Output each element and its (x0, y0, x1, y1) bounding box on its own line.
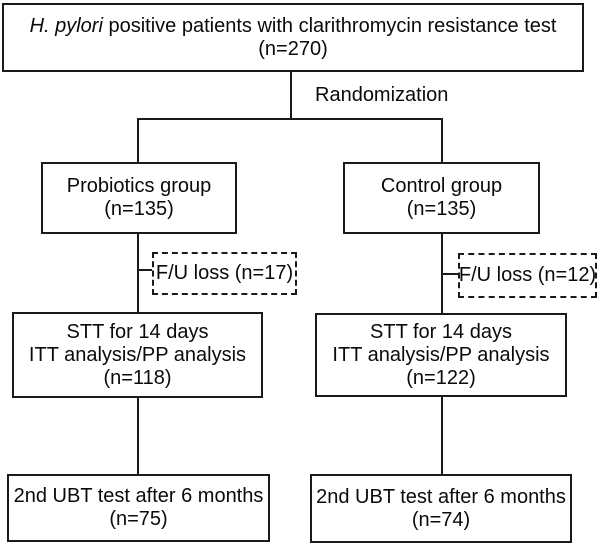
node-stt-left: STT for 14 days ITT analysis/PP analysis… (12, 312, 263, 398)
node-stt-left-line2: ITT analysis/PP analysis (28, 343, 247, 366)
node-enrollment-description: positive patients with clarithromycin re… (102, 14, 557, 37)
node-ubt-right-count: (n=74) (411, 508, 471, 531)
node-stt-right-count: (n=122) (406, 366, 476, 389)
node-probiotics-group: Probiotics group (n=135) (41, 162, 237, 234)
node-ubt-right-line1: 2nd UBT test after 6 months (316, 485, 566, 508)
connector-right-fu-tick (441, 273, 458, 275)
node-fu-loss-right-label: F/U loss (n=12) (458, 264, 597, 286)
node-control-count: (n=135) (406, 198, 477, 220)
connector-left-drop-3 (137, 398, 139, 474)
connector-branch-horizontal (137, 118, 443, 120)
node-stt-right-line2: ITT analysis/PP analysis (332, 343, 550, 366)
node-enrollment: H. pylori positive patients with clarith… (2, 3, 584, 72)
node-ubt-left-count: (n=75) (109, 508, 168, 530)
node-stt-left-count: (n=118) (103, 366, 172, 389)
node-stt-right-line1: STT for 14 days (370, 320, 512, 343)
randomization-label: Randomization (315, 84, 449, 106)
node-enrollment-line1: H. pylori positive patients with clarith… (30, 15, 557, 38)
node-enrollment-count: (n=270) (258, 37, 328, 60)
node-enrollment-organism: H. pylori (29, 14, 103, 37)
node-ubt-left: 2nd UBT test after 6 months (n=75) (7, 474, 270, 542)
node-fu-loss-left-label: F/U loss (n=17) (155, 262, 294, 284)
connector-right-drop-1 (441, 118, 443, 162)
node-fu-loss-right: F/U loss (n=12) (458, 253, 597, 298)
connector-stem-top (290, 72, 292, 119)
node-control-label: Control group (380, 175, 503, 197)
connector-right-drop-3 (441, 397, 443, 474)
node-control-group: Control group (n=135) (343, 162, 540, 234)
node-ubt-right: 2nd UBT test after 6 months (n=74) (310, 474, 572, 543)
connector-left-drop-2 (137, 234, 139, 312)
connector-left-drop-1 (137, 118, 139, 162)
node-stt-right: STT for 14 days ITT analysis/PP analysis… (315, 313, 567, 397)
node-probiotics-label: Probiotics group (66, 175, 212, 197)
node-stt-left-line1: STT for 14 days (66, 320, 209, 343)
connector-left-fu-tick (137, 269, 152, 271)
node-fu-loss-left: F/U loss (n=17) (152, 252, 297, 295)
node-ubt-left-line1: 2nd UBT test after 6 months (13, 485, 264, 507)
node-probiotics-count: (n=135) (104, 198, 174, 220)
